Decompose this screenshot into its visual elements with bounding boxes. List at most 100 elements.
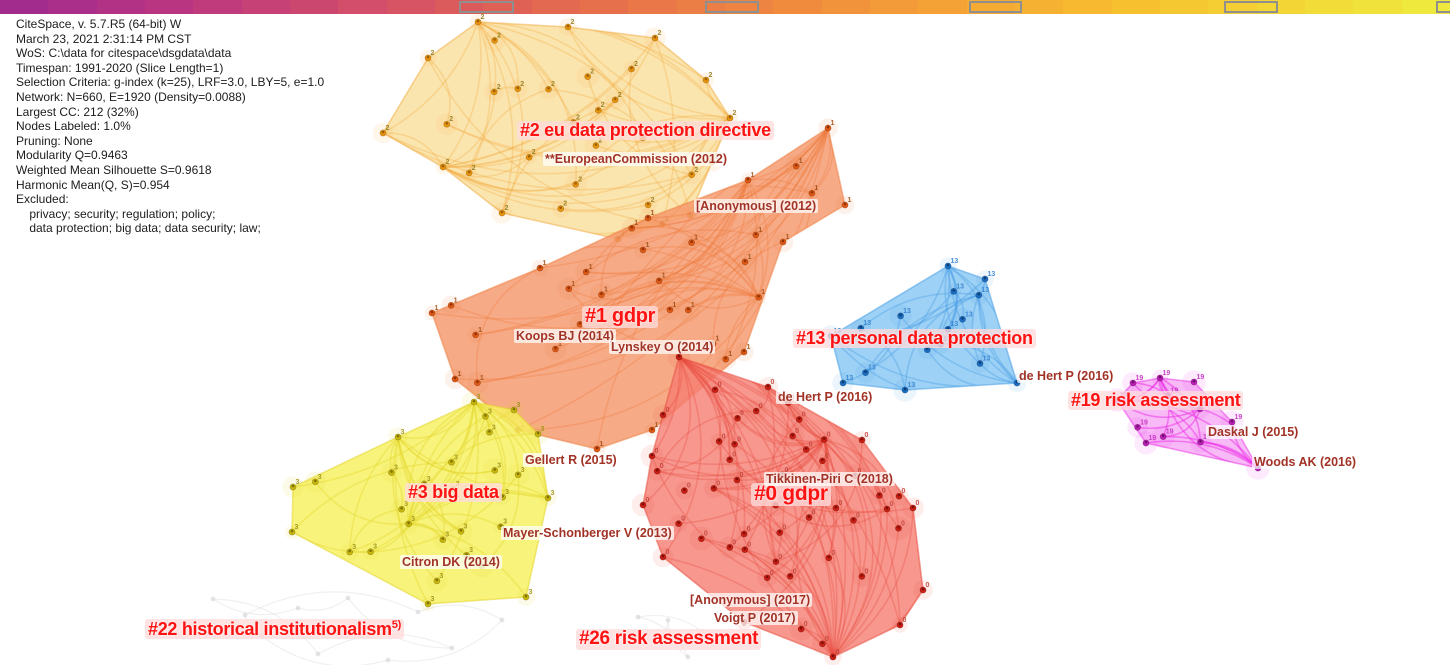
node-cluster-number: 3 [445, 532, 449, 539]
ghost-node [665, 617, 671, 623]
timeline-marker [1224, 1, 1278, 13]
node-cluster-number: 1 [694, 235, 698, 242]
node-core [472, 399, 476, 403]
citation-arc [407, 523, 527, 598]
cited-reference-label[interactable]: Daskal J (2015) [1206, 425, 1301, 440]
node-core [536, 431, 540, 435]
node-core [546, 495, 550, 499]
node-core [516, 86, 520, 90]
node-core [493, 38, 496, 41]
cluster-3-label[interactable]: #3 big data [405, 482, 502, 503]
node-core [595, 446, 599, 450]
citation-arc [823, 438, 900, 530]
cited-reference-label[interactable]: Koops BJ (2014) [514, 329, 616, 344]
cited-reference-label[interactable]: Lynskey O (2014) [609, 340, 716, 355]
citation-arc [823, 438, 881, 497]
node-cluster-number: 3 [469, 547, 473, 554]
node-core [683, 488, 686, 492]
node-core [450, 460, 453, 463]
cluster-2-label[interactable]: #2 eu data protection directive [517, 120, 774, 141]
node-core [594, 143, 598, 146]
node-core [743, 547, 747, 550]
citation-arc [832, 494, 882, 657]
ghost-node [685, 654, 691, 660]
citation-arc [427, 57, 451, 125]
cited-reference-label[interactable]: Citron DK (2014) [400, 555, 502, 570]
node-cluster-number: 2 [505, 205, 509, 212]
cluster-13-label[interactable]: #13 personal data protection [793, 328, 1036, 349]
node-cluster-number: 1 [454, 297, 458, 304]
citation-arc [567, 26, 730, 120]
node-cluster-number: 1 [758, 227, 762, 234]
cited-reference-label[interactable]: Gellert R (2015) [523, 453, 619, 468]
citation-arc [658, 179, 749, 282]
cluster-1-label[interactable]: #1 gdpr [582, 305, 659, 328]
node-cluster-number: 0 [804, 621, 808, 628]
cluster-22-label[interactable]: #22 historical institutionalism5) [145, 619, 405, 640]
metadata-line: Network: N=660, E=1920 (Density=0.0088) [16, 89, 246, 104]
node-core [961, 317, 964, 320]
node-core [742, 349, 746, 353]
citation-arc [744, 386, 776, 551]
citation-arc [864, 266, 949, 374]
ghost-node [415, 609, 421, 615]
citation-arc [713, 487, 834, 657]
node-cluster-number: 1 [662, 273, 666, 280]
cited-reference-label[interactable]: de Hert P (2016) [1017, 369, 1116, 384]
cited-reference-label[interactable]: Voigt P (2017) [712, 611, 798, 626]
node-cluster-number: 3 [373, 544, 377, 551]
citation-arc [662, 357, 702, 558]
citation-arc [454, 128, 829, 381]
cited-reference-label[interactable]: Woods AK (2016) [1252, 455, 1359, 470]
cluster-26-label[interactable]: #26 risk assessment [576, 628, 762, 650]
node-core [746, 177, 750, 181]
node-cluster-number: 0 [687, 483, 691, 490]
citation-arc [658, 128, 829, 282]
node-core [765, 575, 769, 579]
node-core [852, 518, 855, 521]
node-core [653, 35, 657, 39]
node-cluster-number: 2 [386, 125, 390, 132]
node-core [476, 380, 479, 384]
cluster-0-label[interactable]: #0 gdpr [751, 482, 831, 506]
node-core [788, 574, 792, 577]
node-cluster-number: 2 [598, 138, 602, 145]
node-cluster-number: 1 [571, 281, 575, 288]
cited-reference-label[interactable]: **EuropeanCommission (2012) [543, 152, 729, 167]
node-cluster-number: 1 [691, 302, 695, 309]
cluster-22-label-text: #22 historical institutionalism [148, 619, 392, 639]
citation-arc [755, 234, 764, 298]
node-core [791, 433, 794, 437]
cited-reference-label[interactable]: Mayer-Schonberger V (2013) [501, 526, 674, 541]
node-cluster-number: 19 [1197, 374, 1205, 381]
metadata-line: data protection; big data; data security… [16, 221, 261, 236]
node-cluster-number: 13 [903, 308, 911, 315]
citation-arc [678, 357, 736, 446]
node-cluster-number: 3 [529, 589, 533, 596]
citation-arc [789, 438, 828, 578]
node-core [578, 322, 582, 325]
node-core [897, 526, 900, 529]
node-core [396, 434, 400, 438]
timeline-segment [193, 0, 243, 14]
node-cluster-number: 0 [778, 554, 782, 561]
cited-reference-label[interactable]: Tikkinen-Piri C (2018) [764, 472, 895, 487]
timeline-segment [145, 0, 194, 14]
citation-arc [600, 217, 649, 296]
cited-reference-label[interactable]: [Anonymous] (2017) [688, 593, 813, 608]
citation-arc [477, 22, 693, 176]
citation-arc [690, 165, 797, 244]
node-cluster-number: 1 [589, 264, 593, 271]
citation-arc [700, 537, 834, 657]
node-core [538, 265, 542, 269]
cited-reference-label[interactable]: [Anonymous] (2012) [694, 199, 819, 214]
cluster-19-label[interactable]: #19 risk assessment [1068, 390, 1244, 411]
node-cluster-number: 13 [988, 271, 996, 278]
cluster-3-hull[interactable] [291, 401, 549, 605]
node-cluster-number: 2 [449, 116, 453, 123]
citation-arc [944, 266, 981, 365]
cited-reference-label[interactable]: de Hert P (2016) [776, 390, 875, 405]
citation-arc [775, 516, 810, 563]
citation-arc [407, 513, 502, 528]
citation-arc [468, 22, 492, 174]
